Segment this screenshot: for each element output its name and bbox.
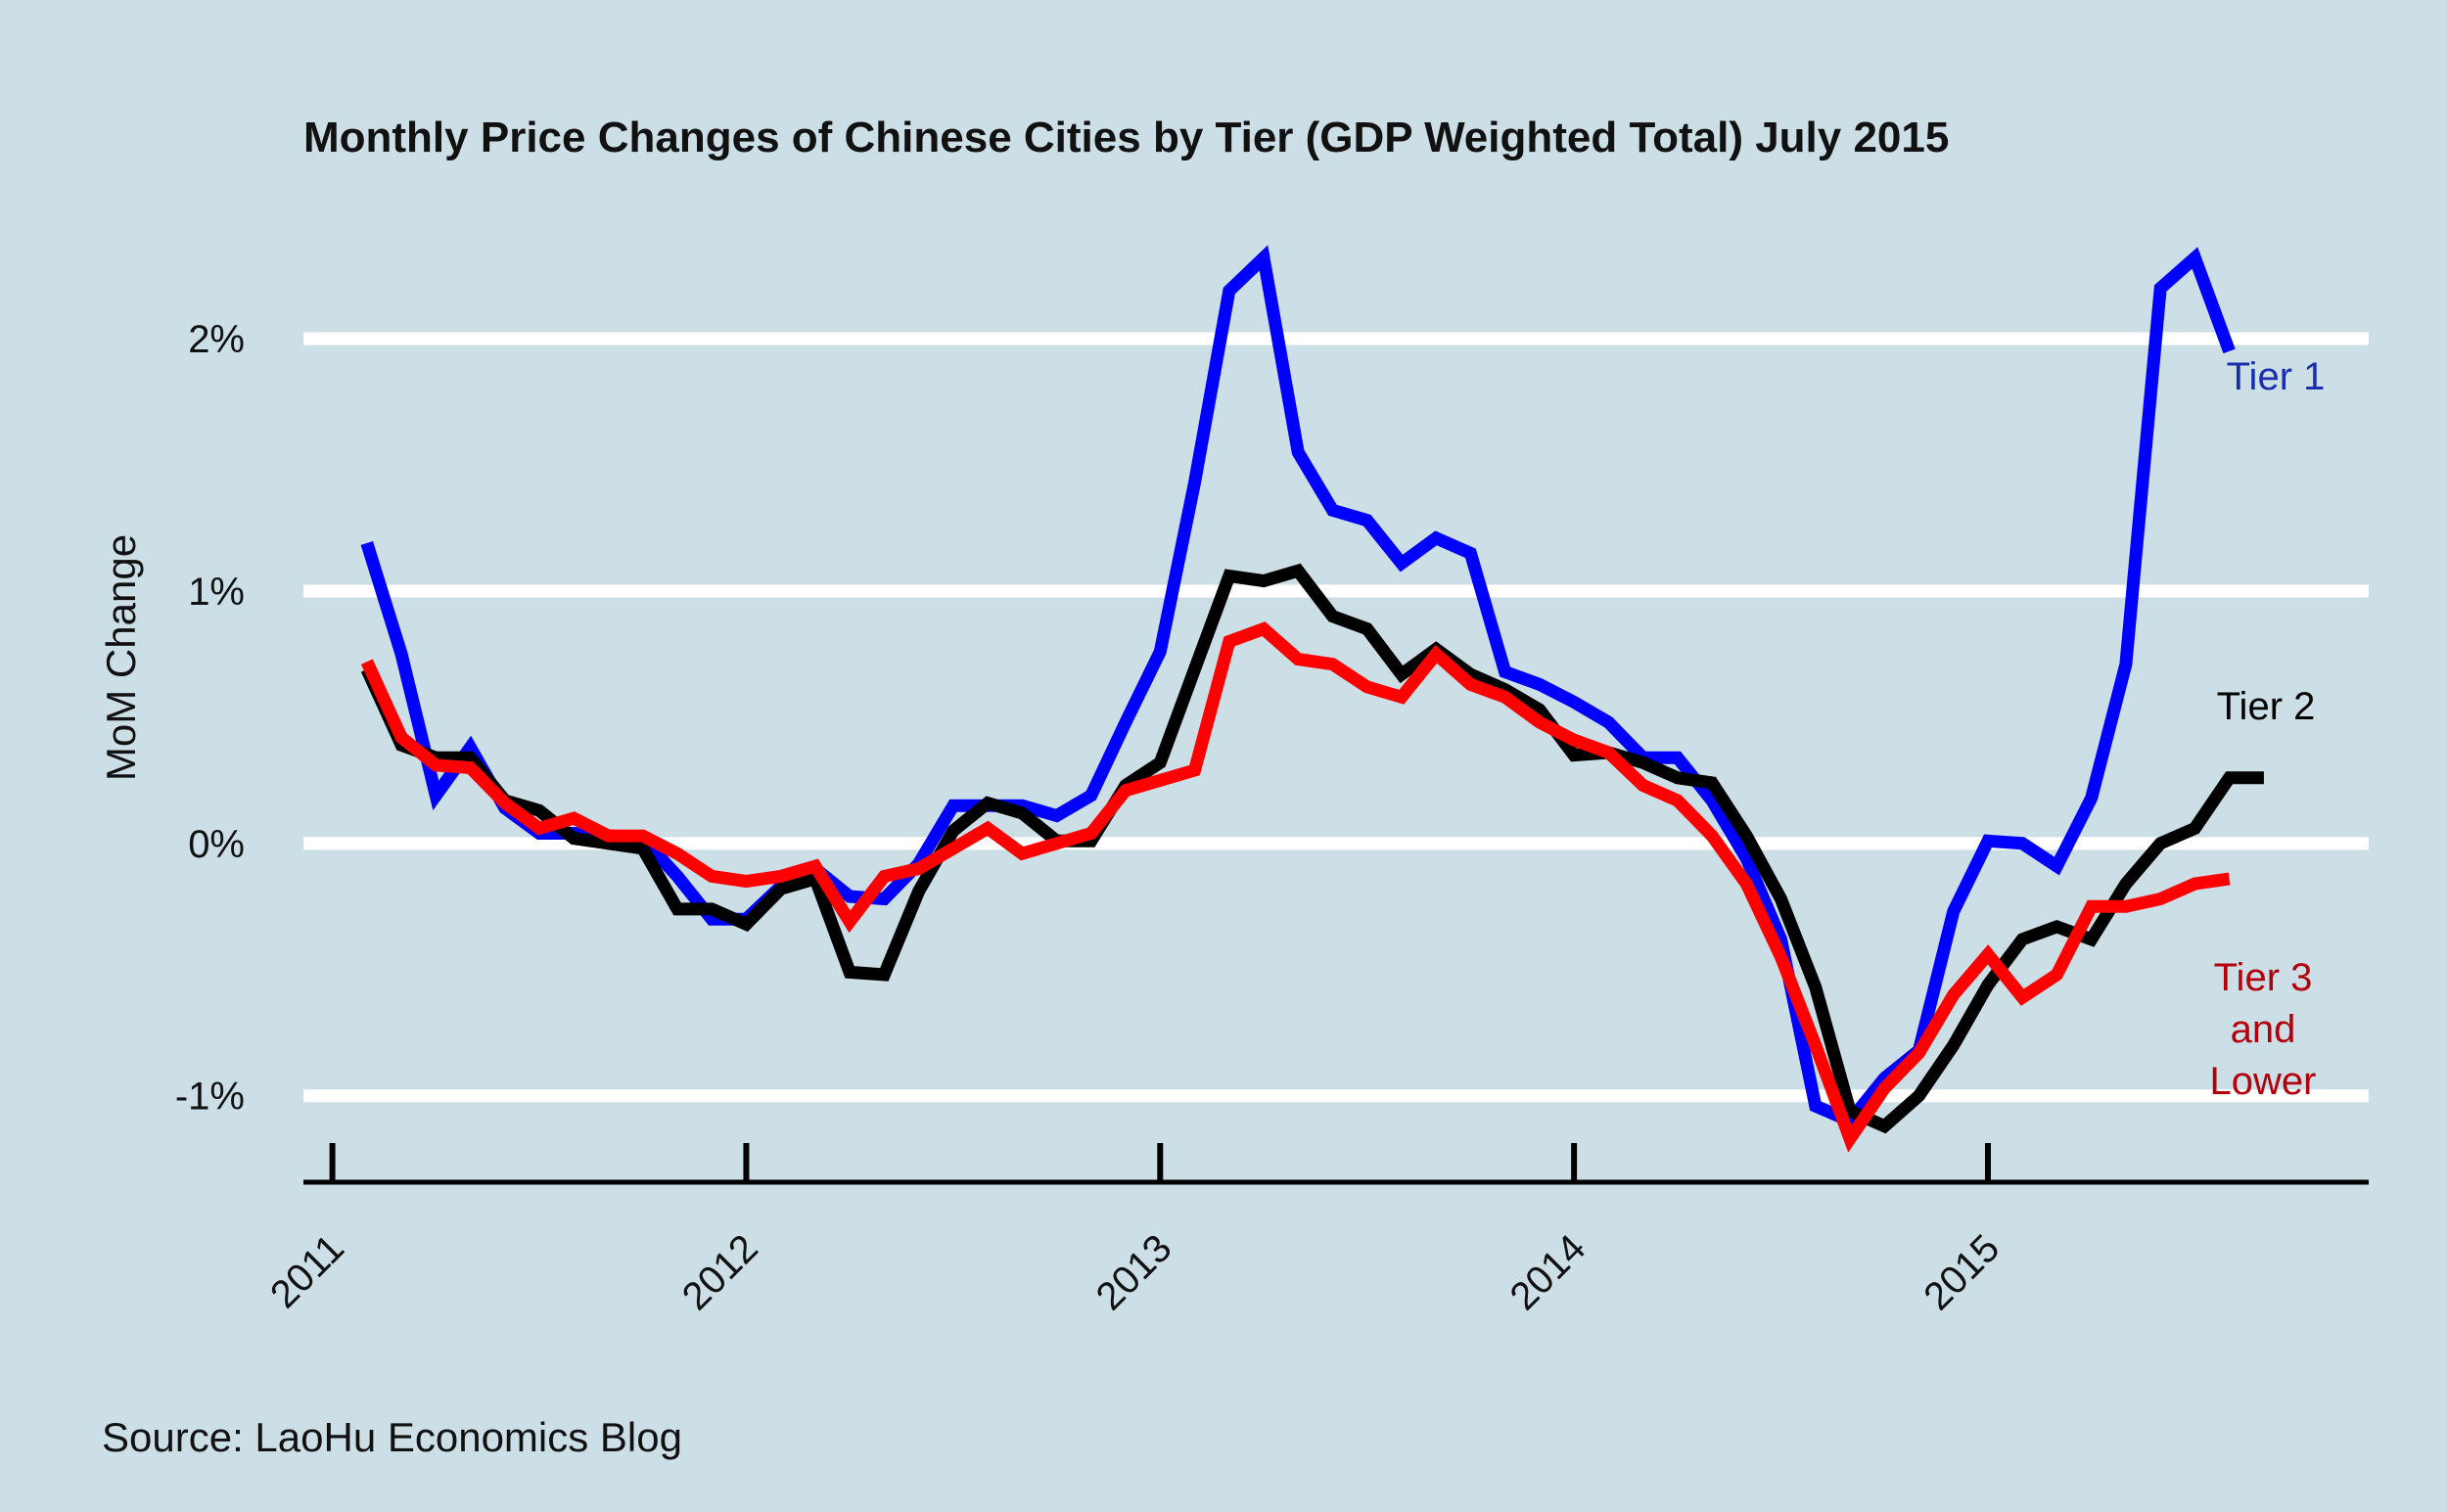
series-label-tier-1: Tier 1 xyxy=(2227,355,2326,398)
source-note: Source: LaoHu Economics Blog xyxy=(102,1414,682,1460)
x-tick-label: 2015 xyxy=(1916,1226,2008,1318)
series-label-tier-2: Tier 2 xyxy=(2217,685,2316,728)
series-lines xyxy=(360,245,2264,1153)
series-label-tier-3-and-lower: and xyxy=(2231,1008,2296,1051)
series-label-tier-3-and-lower: Lower xyxy=(2210,1060,2317,1103)
x-axis: 2011 2012 2013 2014 2015 xyxy=(262,1143,2369,1318)
series-label-tier-3-and-lower: Tier 3 xyxy=(2214,956,2313,999)
x-tick-label: 2013 xyxy=(1088,1226,1180,1318)
series-line-tier-2 xyxy=(360,563,2264,1134)
series-labels: Tier 1 Tier 2 Tier 3 and Lower xyxy=(2210,355,2326,1103)
gridlines: 2% 1% 0% -1% xyxy=(175,318,2369,1119)
series-line-tier-3-and-lower xyxy=(360,621,2231,1153)
y-tick-label: 2% xyxy=(188,318,245,361)
y-tick-label: 1% xyxy=(188,571,245,614)
y-tick-label: 0% xyxy=(188,823,245,866)
y-tick-label: -1% xyxy=(175,1076,245,1119)
x-tick-label: 2012 xyxy=(674,1226,766,1318)
x-tick-label: 2011 xyxy=(262,1226,352,1316)
x-tick-label: 2014 xyxy=(1501,1226,1593,1318)
chart-title: Monthly Price Changes of Chinese Cities … xyxy=(303,114,1949,161)
y-axis-label: MoM Change xyxy=(98,534,144,781)
